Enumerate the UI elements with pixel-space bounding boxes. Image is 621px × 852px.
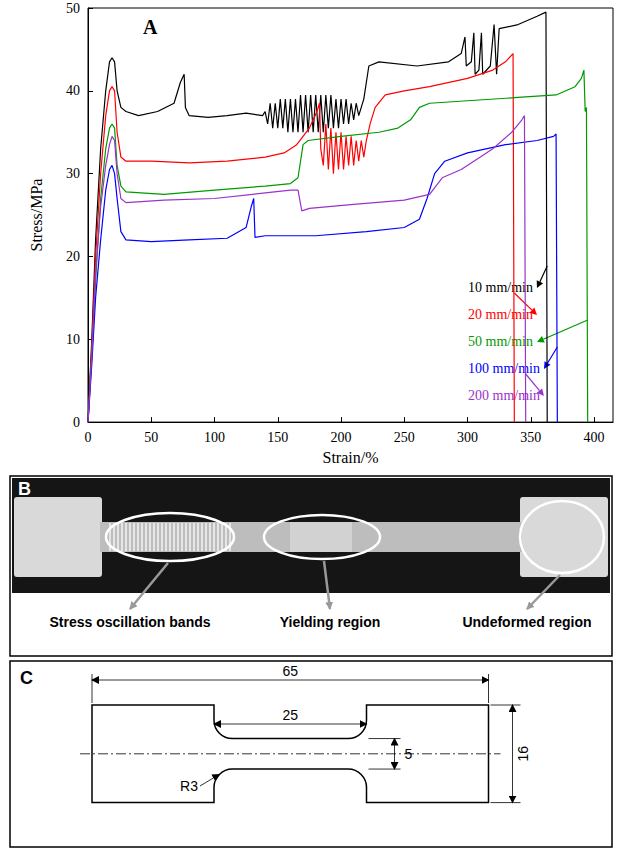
svg-text:40: 40 [66, 83, 80, 98]
svg-text:A: A [143, 16, 158, 38]
svg-text:20: 20 [66, 249, 80, 264]
svg-text:Stress/MPa: Stress/MPa [28, 179, 45, 252]
svg-text:300: 300 [457, 430, 478, 445]
svg-text:C: C [20, 668, 33, 688]
svg-text:Strain/%: Strain/% [323, 449, 379, 466]
svg-text:10: 10 [66, 332, 80, 347]
svg-text:Undeformed region: Undeformed region [462, 614, 591, 630]
svg-text:50: 50 [144, 430, 158, 445]
svg-text:150: 150 [267, 430, 288, 445]
svg-text:25: 25 [282, 707, 298, 723]
svg-text:R3: R3 [180, 778, 198, 794]
svg-text:65: 65 [282, 663, 298, 679]
svg-text:0: 0 [85, 430, 92, 445]
svg-text:Stress oscillation bands: Stress oscillation bands [49, 614, 210, 630]
svg-text:Yielding region: Yielding region [280, 614, 381, 630]
svg-text:400: 400 [584, 430, 605, 445]
svg-text:50 mm/min: 50 mm/min [468, 334, 533, 349]
svg-text:50: 50 [66, 1, 80, 16]
svg-text:16: 16 [516, 746, 532, 762]
svg-text:100 mm/min: 100 mm/min [468, 361, 540, 376]
svg-text:250: 250 [394, 430, 415, 445]
svg-text:B: B [18, 479, 31, 499]
svg-text:100: 100 [204, 430, 225, 445]
svg-text:5: 5 [405, 746, 413, 762]
svg-text:200: 200 [331, 430, 352, 445]
svg-text:0: 0 [73, 415, 80, 430]
svg-text:10 mm/min: 10 mm/min [468, 280, 533, 295]
svg-text:20 mm/min: 20 mm/min [468, 307, 533, 322]
svg-text:350: 350 [520, 430, 541, 445]
svg-text:200 mm/min: 200 mm/min [468, 388, 540, 403]
svg-text:30: 30 [66, 166, 80, 181]
